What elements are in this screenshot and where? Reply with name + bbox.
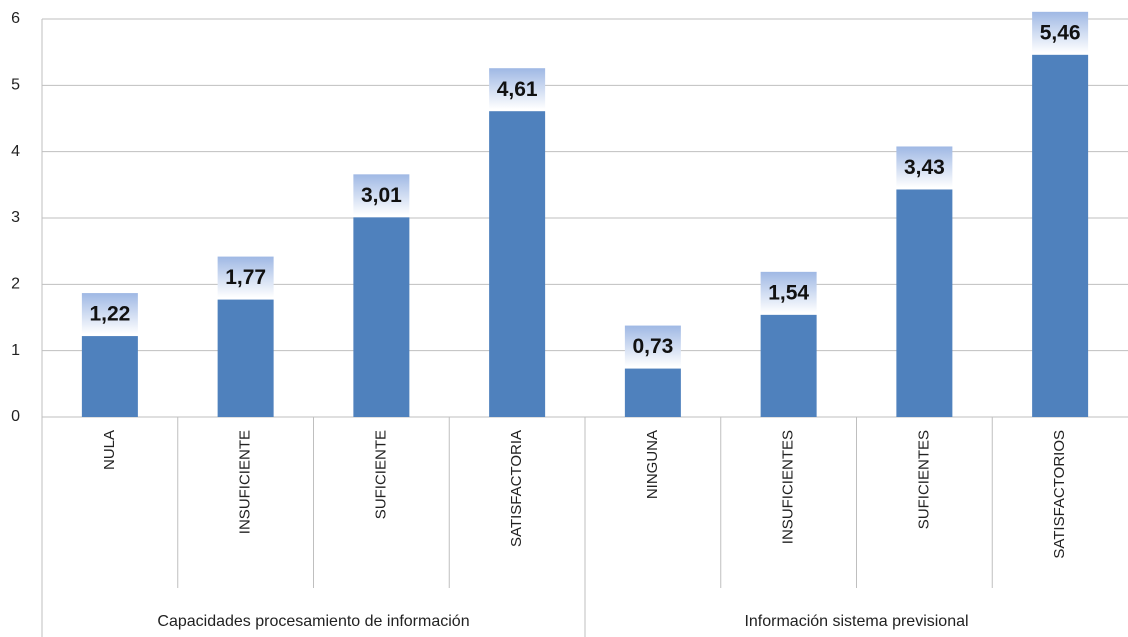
- value-label-bg: [81, 293, 138, 335]
- x-tick-label: SATISFACTORIOS: [1051, 430, 1068, 559]
- x-tick-label: NINGUNA: [644, 430, 661, 499]
- y-tick-label: 0: [11, 408, 20, 425]
- y-tick-label: 3: [11, 209, 20, 226]
- y-tick-label: 5: [11, 77, 20, 94]
- value-label-bg: [353, 174, 410, 216]
- value-label: 3,43: [904, 156, 945, 179]
- bar: [896, 189, 953, 417]
- x-tick-label: NULA: [101, 430, 118, 470]
- value-label: 3,01: [361, 184, 402, 207]
- bar: [760, 314, 817, 417]
- value-label-bg: [217, 256, 274, 298]
- bar: [217, 299, 274, 417]
- value-label: 1,22: [89, 303, 130, 326]
- group-label: Capacidades procesamiento de información: [157, 613, 469, 630]
- x-tick-label: INSUFICIENTES: [780, 430, 797, 544]
- value-label: 4,61: [497, 78, 538, 101]
- bar: [489, 111, 546, 417]
- value-label: 1,77: [225, 266, 266, 289]
- x-tick-label: SATISFACTORIA: [508, 430, 525, 547]
- x-tick-label: SUFICIENTE: [372, 430, 389, 519]
- value-label: 5,46: [1040, 21, 1081, 44]
- y-tick-label: 4: [11, 143, 20, 160]
- bar: [353, 217, 410, 417]
- value-label-bg: [896, 146, 953, 188]
- value-label-bg: [489, 68, 546, 110]
- y-tick-label: 2: [11, 276, 20, 293]
- x-tick-label: INSUFICIENTE: [237, 430, 254, 534]
- bar: [81, 336, 138, 417]
- x-tick-label: SUFICIENTES: [915, 430, 932, 529]
- group-label: Información sistema previsional: [744, 613, 968, 630]
- y-tick-label: 6: [11, 10, 20, 27]
- bar: [624, 368, 681, 417]
- value-label-bg: [1032, 11, 1089, 53]
- bar: [1032, 54, 1089, 417]
- value-label-bg: [624, 325, 681, 367]
- value-label: 0,73: [632, 335, 673, 358]
- value-label: 1,54: [768, 281, 809, 304]
- value-label-bg: [760, 271, 817, 313]
- y-tick-label: 1: [11, 342, 20, 359]
